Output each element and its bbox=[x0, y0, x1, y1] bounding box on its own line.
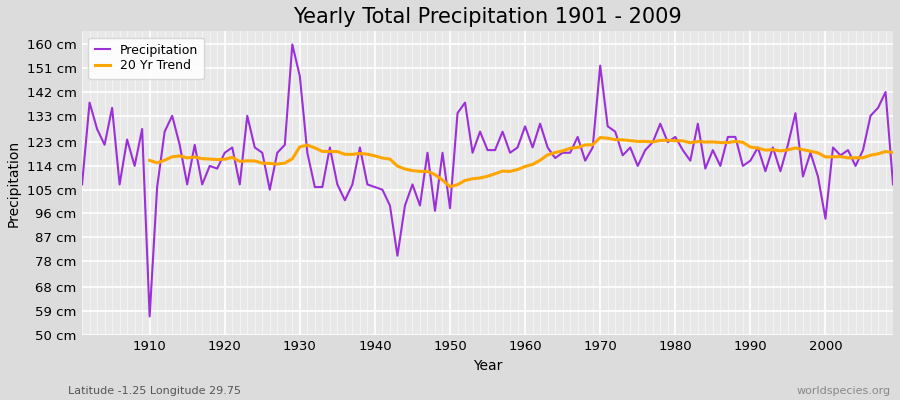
Precipitation bbox=[362, 182, 373, 187]
Line: 20 Yr Trend: 20 Yr Trend bbox=[149, 138, 893, 187]
Text: worldspecies.org: worldspecies.org bbox=[796, 386, 891, 396]
Precipitation bbox=[144, 314, 155, 319]
20 Yr Trend bbox=[535, 158, 545, 163]
X-axis label: Year: Year bbox=[472, 359, 502, 373]
Y-axis label: Precipitation: Precipitation bbox=[7, 140, 21, 227]
Precipitation bbox=[535, 121, 545, 126]
Legend: Precipitation, 20 Yr Trend: Precipitation, 20 Yr Trend bbox=[88, 38, 204, 78]
Precipitation bbox=[527, 145, 538, 150]
Precipitation bbox=[887, 182, 898, 187]
Precipitation bbox=[137, 126, 148, 131]
20 Yr Trend bbox=[144, 158, 155, 163]
20 Yr Trend bbox=[887, 150, 898, 155]
Precipitation bbox=[625, 145, 635, 150]
Text: Latitude -1.25 Longitude 29.75: Latitude -1.25 Longitude 29.75 bbox=[68, 386, 240, 396]
Precipitation bbox=[76, 182, 87, 187]
Title: Yearly Total Precipitation 1901 - 2009: Yearly Total Precipitation 1901 - 2009 bbox=[293, 7, 682, 27]
Precipitation bbox=[287, 42, 298, 47]
20 Yr Trend bbox=[602, 136, 613, 141]
Precipitation bbox=[317, 185, 328, 190]
20 Yr Trend bbox=[842, 156, 853, 160]
20 Yr Trend bbox=[595, 135, 606, 140]
Line: Precipitation: Precipitation bbox=[82, 44, 893, 316]
20 Yr Trend bbox=[317, 149, 328, 154]
20 Yr Trend bbox=[865, 153, 876, 158]
20 Yr Trend bbox=[287, 156, 298, 161]
20 Yr Trend bbox=[445, 184, 455, 189]
